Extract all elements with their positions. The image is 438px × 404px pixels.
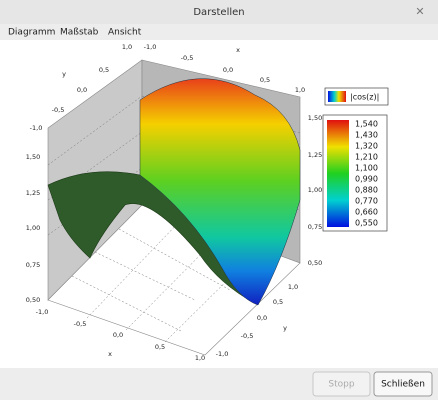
tick-label: -0,5	[74, 320, 87, 328]
menu-item[interactable]: Maßstab	[60, 28, 99, 38]
close-button[interactable]	[373, 371, 433, 397]
close-label: Schließen	[381, 380, 425, 390]
tick-label: 1,0	[288, 283, 298, 291]
tick-label: 1,00	[308, 186, 322, 194]
colorbar-tick: 0,990	[355, 175, 378, 184]
tick-label: -1,0	[36, 308, 49, 316]
tick-label: -1,0	[144, 43, 157, 51]
tick-label: 0,5	[260, 76, 270, 84]
colorbar-tick: 0,550	[355, 219, 378, 228]
tick-label: 1,0	[195, 354, 205, 362]
colorbar	[327, 120, 349, 227]
tick-label: 0,0	[77, 86, 87, 94]
tick-label: 1,50	[308, 114, 322, 122]
tick-label: -0,5	[181, 54, 194, 62]
close-icon[interactable]: ✕	[415, 5, 424, 18]
tick-label: 0,5	[273, 298, 283, 306]
tick-label: -1,0	[216, 350, 229, 358]
stop-button[interactable]	[312, 371, 371, 397]
tick-label: 0,0	[257, 314, 267, 322]
tick-label: 0,50	[26, 296, 40, 304]
colorbar-tick: 1,100	[355, 164, 378, 173]
surface	[139, 78, 301, 306]
tick-label: 0,0	[223, 66, 233, 74]
tick-label: 0,75	[308, 223, 322, 231]
colorbar-tick: 1,210	[355, 153, 378, 162]
stop-label: Stopp	[328, 380, 354, 390]
tick-label: 0,0	[113, 331, 123, 339]
window-title: Darstellen	[193, 7, 244, 18]
tick-label: 0,5	[99, 66, 109, 74]
tick-label: 1,0	[122, 43, 132, 51]
tick-label: 0,5	[155, 343, 165, 351]
tick-label: 0,50	[308, 259, 322, 267]
tick-label: 1,50	[26, 153, 40, 161]
tick-label: 1,0	[295, 86, 305, 94]
title-bar	[0, 0, 438, 24]
menu-item[interactable]: Ansicht	[108, 28, 142, 38]
colorbar-tick: 0,770	[355, 197, 378, 206]
axis-title: x	[108, 350, 112, 358]
legend-label: |cos(z)|	[350, 93, 379, 102]
legend-swatch	[328, 91, 346, 102]
colorbar-tick: 1,320	[355, 142, 378, 151]
tick-label: -1,0	[30, 124, 43, 132]
menu-item[interactable]: Diagramm	[8, 28, 55, 38]
colorbar-tick: 0,660	[355, 208, 378, 217]
colorbar-tick: 1,430	[355, 131, 378, 140]
tick-label: 0,75	[26, 261, 40, 269]
tick-label: 1,25	[308, 151, 322, 159]
axis-title: y	[283, 324, 287, 332]
tick-label: -0,5	[52, 106, 65, 114]
colorbar-tick: 0,880	[355, 186, 378, 195]
tick-label: 1,25	[26, 189, 40, 197]
tick-label: -0,5	[241, 332, 254, 340]
axis-title: y	[62, 70, 66, 78]
tick-label: 1,00	[26, 224, 40, 232]
colorbar-tick: 1,540	[355, 120, 378, 129]
axis-title: x	[236, 46, 240, 54]
